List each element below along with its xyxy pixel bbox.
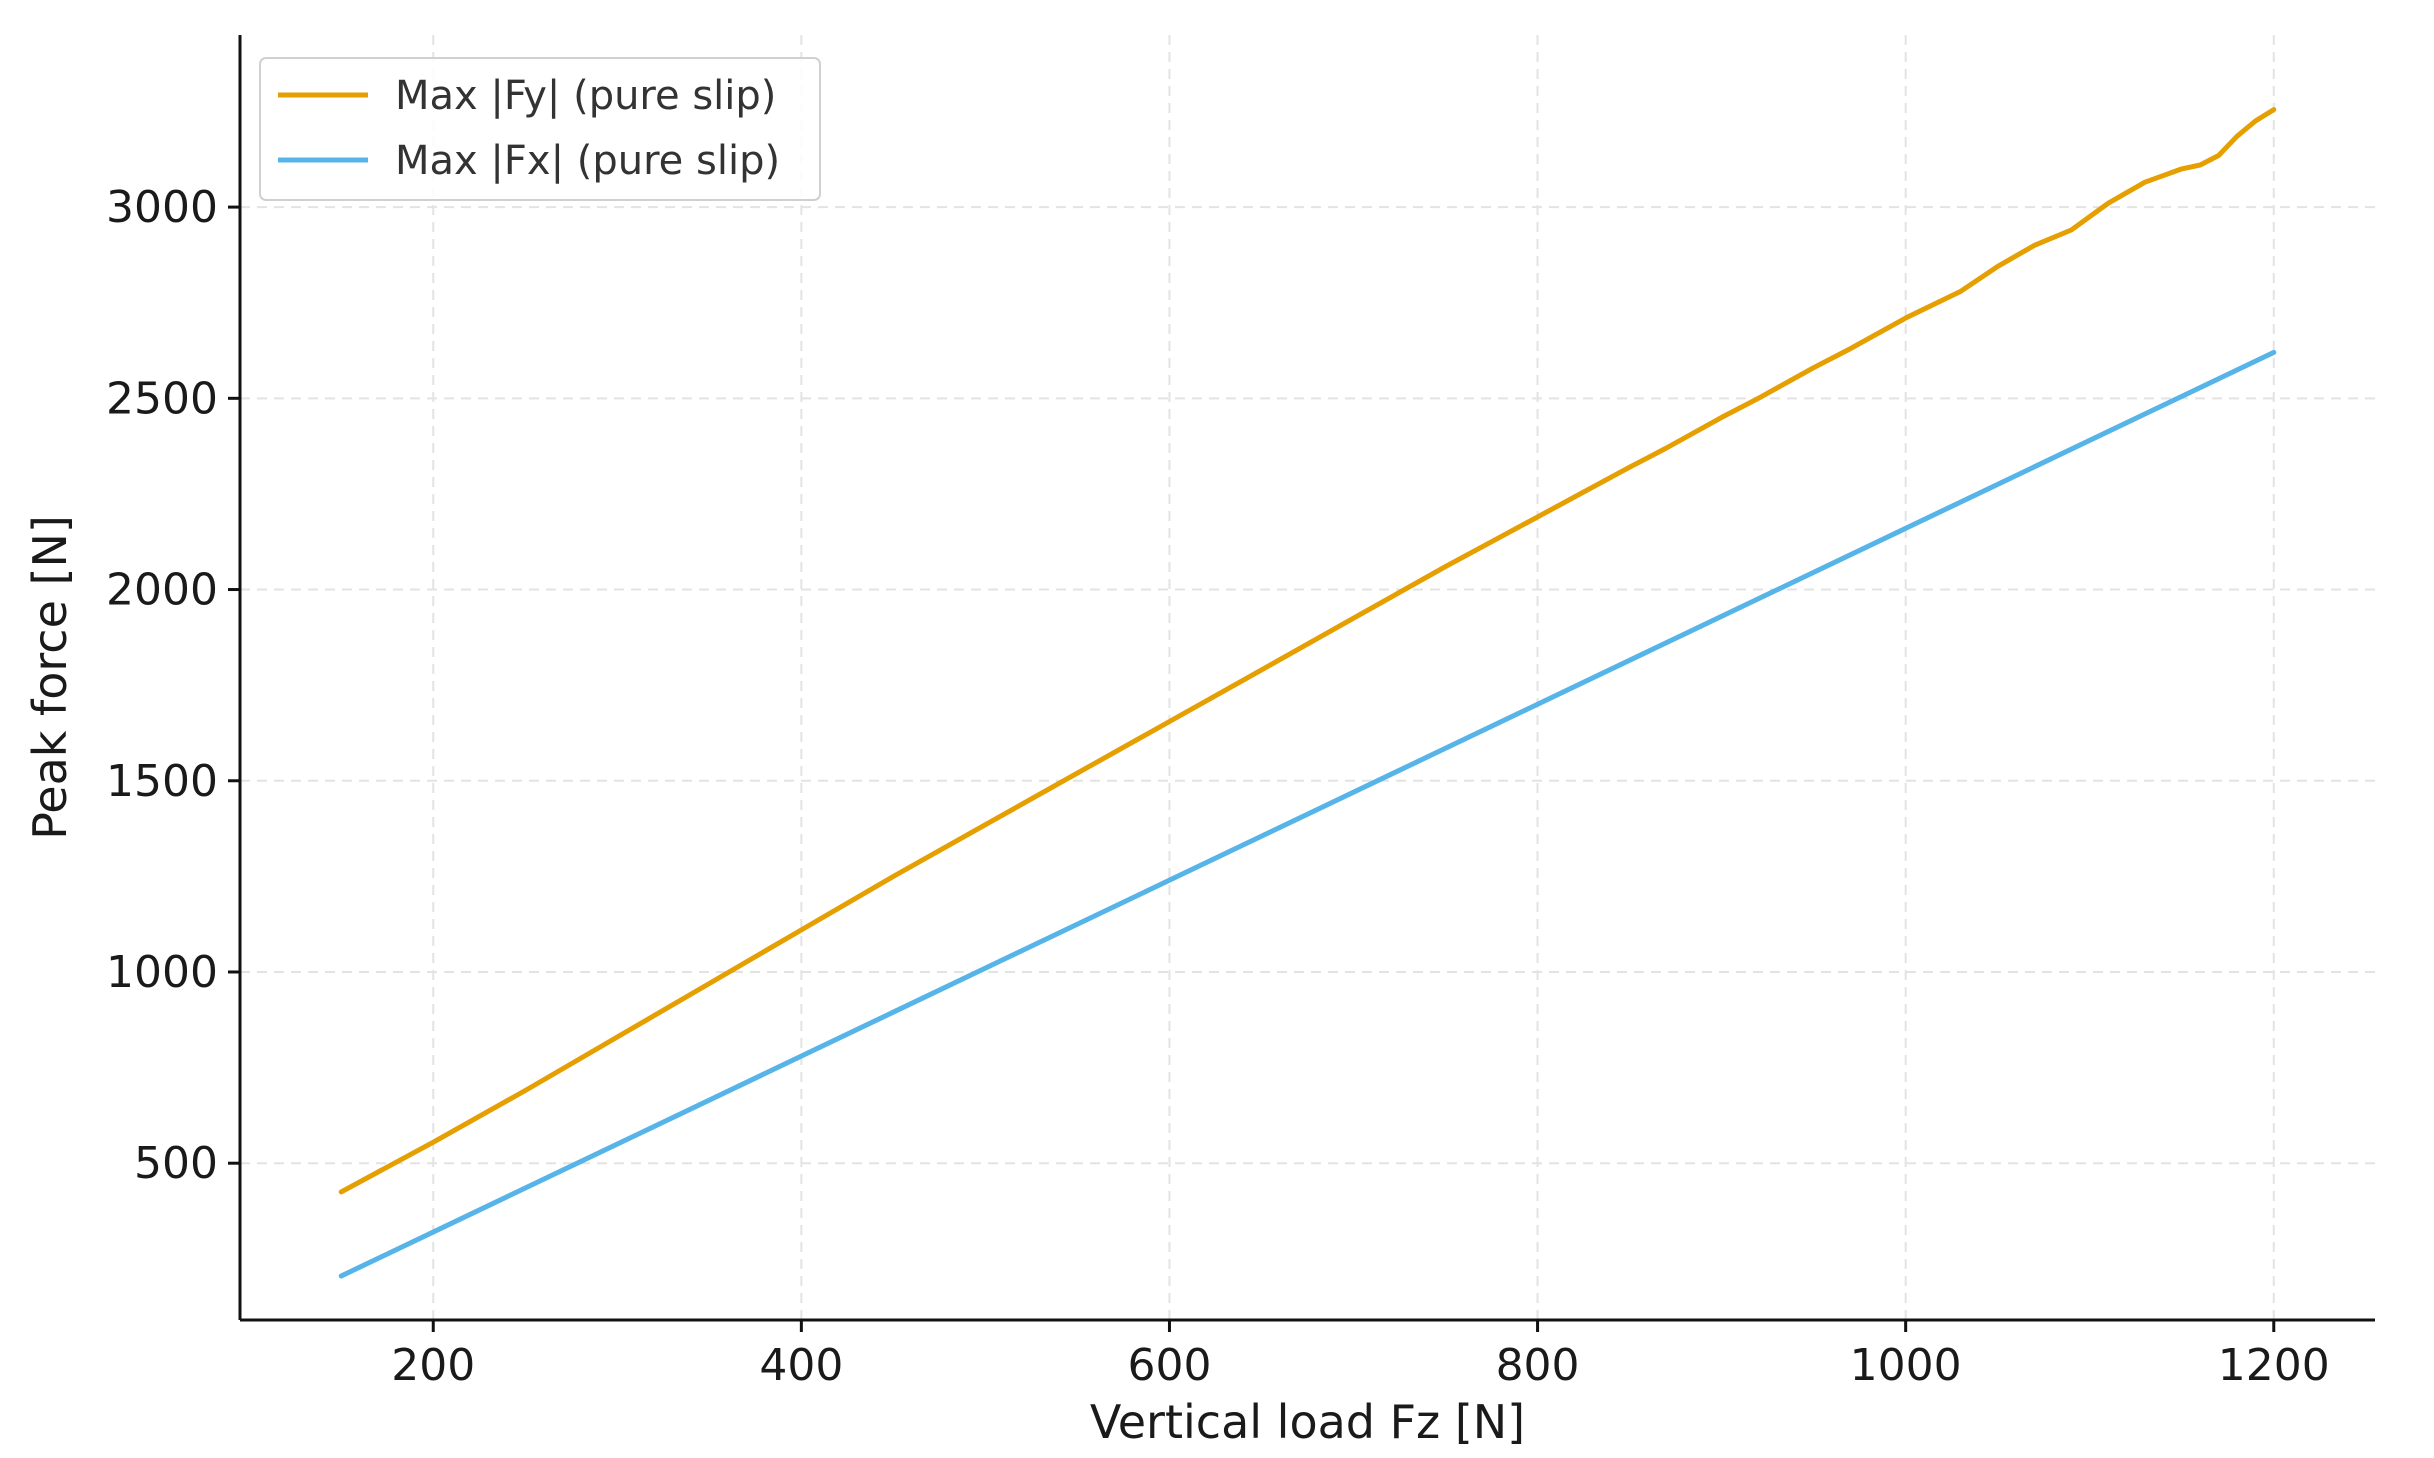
series-line-fy [338,107,2277,1195]
x-tick-label: 600 [1127,1340,1211,1391]
y-axis-title: Peak force [N] [23,515,77,840]
y-tick-label: 2500 [106,373,218,424]
grid [240,35,2375,1320]
x-tick-label: 1000 [1850,1340,1962,1391]
y-tick-label: 500 [134,1138,218,1189]
x-axis-title: Vertical load Fz [N] [1090,1395,1525,1449]
x-tick-label: 200 [391,1340,475,1391]
y-tick-label: 1500 [106,756,218,807]
y-tick-label: 2000 [106,565,218,616]
y-tick-label: 1000 [106,947,218,998]
series-line-fx [338,349,2277,1279]
legend-box [259,57,821,201]
ticks: 200 400 600 800 1000 1200 500 1000 1500 2000 2500 3… [106,182,2330,1391]
legend-label-fy: Max |Fy| (pure slip) [395,73,776,119]
y-tick-label: 3000 [106,182,218,233]
legend: Max |Fy| (pure slip) Max |Fx| (pure slip) [259,57,821,201]
x-tick-label: 1200 [2218,1340,2330,1391]
axes [238,35,2375,1322]
legend-label-fx: Max |Fx| (pure slip) [395,138,780,184]
series-layer [338,107,2277,1279]
x-tick-label: 400 [759,1340,843,1391]
x-tick-label: 800 [1496,1340,1580,1391]
